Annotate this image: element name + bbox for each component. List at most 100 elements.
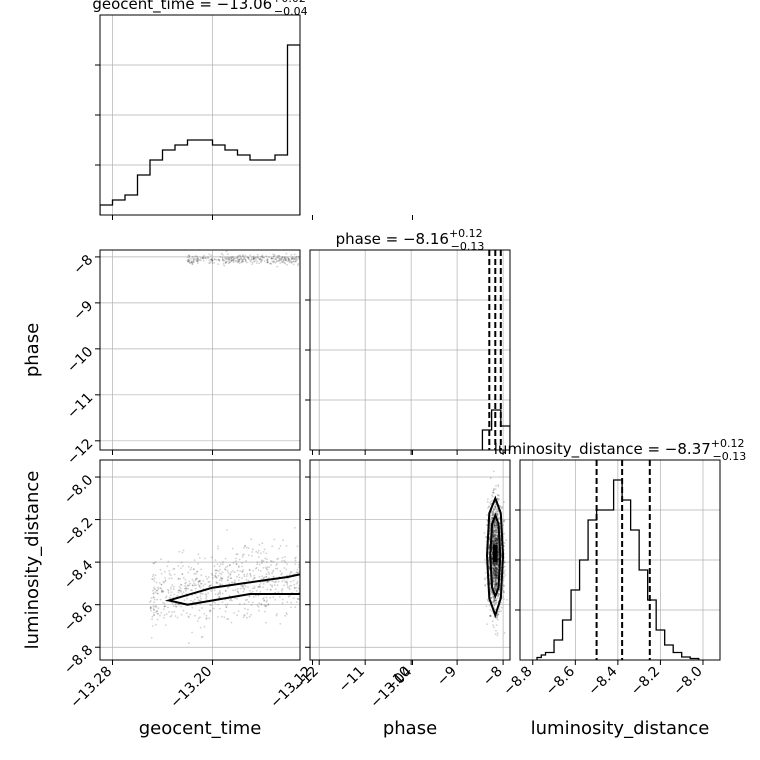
- panel-phase-vs-geocent-time-sample: [405, 263, 407, 265]
- panel-luminosity-distance-vs-geocent-time-sample: [402, 532, 404, 534]
- panel-luminosity-distance-vs-phase-sample: [496, 577, 499, 579]
- panel-luminosity-distance-vs-geocent-time-sample: [385, 538, 387, 540]
- panel-phase-vs-geocent-time-sample: [344, 259, 346, 261]
- panel-phase-vs-geocent-time-sample: [340, 258, 342, 260]
- panel-luminosity-distance-vs-geocent-time-sample: [377, 551, 379, 553]
- panel-luminosity-distance-vs-geocent-time-sample: [371, 491, 373, 493]
- panel-luminosity-distance-vs-geocent-time-sample: [401, 532, 403, 534]
- panel-luminosity-distance-vs-geocent-time-sample: [316, 571, 318, 573]
- panel-phase-vs-geocent-time-sample: [238, 258, 241, 261]
- panel-luminosity-distance-vs-geocent-time-sample: [402, 568, 404, 570]
- panel-luminosity-distance-vs-geocent-time-sample: [304, 557, 306, 559]
- panel-luminosity-distance-vs-geocent-time-sample: [361, 552, 363, 554]
- panel-phase-vs-geocent-time-sample: [369, 260, 371, 262]
- panel-phase-vs-geocent-time-sample: [369, 263, 371, 265]
- panel-phase-vs-geocent-time-sample: [232, 256, 234, 259]
- panel-phase-vs-geocent-time-sample: [409, 262, 411, 264]
- panel-phase-vs-geocent-time-sample: [391, 258, 393, 260]
- panel-phase-vs-geocent-time-sample: [257, 256, 259, 258]
- panel-luminosity-distance-vs-geocent-time-sample: [346, 599, 348, 601]
- panel-phase-vs-geocent-time-sample: [238, 258, 240, 261]
- panel-luminosity-distance-vs-geocent-time-sample: [286, 581, 288, 584]
- panel-luminosity-distance-vs-geocent-time-sample: [401, 491, 403, 493]
- panel-luminosity-distance-vs-geocent-time-sample: [348, 563, 350, 565]
- panel-luminosity-distance-vs-phase-sample: [495, 562, 498, 565]
- panel-luminosity-distance-vs-geocent-time-sample: [241, 556, 244, 558]
- panel-luminosity-distance-vs-phase-sample: [494, 540, 497, 543]
- panel-phase-vs-geocent-time-sample: [392, 260, 394, 262]
- panel-luminosity-distance-vs-geocent-time-sample: [275, 564, 278, 566]
- panel-luminosity-distance-vs-geocent-time-sample: [233, 571, 236, 574]
- panel-phase-vs-geocent-time-sample: [373, 259, 375, 261]
- panel-phase-vs-geocent-time-sample: [399, 261, 401, 263]
- panel-phase-vs-geocent-time-sample: [359, 262, 361, 264]
- panel-phase-vs-geocent-time-sample: [423, 253, 425, 255]
- panel-luminosity-distance-vs-geocent-time-sample: [386, 577, 388, 579]
- panel-phase-vs-geocent-time-sample: [375, 261, 377, 263]
- panel-luminosity-distance-vs-geocent-time-sample: [372, 566, 374, 568]
- panel-luminosity-distance-vs-phase-sample: [493, 529, 496, 532]
- panel-phase-vs-geocent-time-sample: [266, 261, 269, 264]
- panel-phase-vs-geocent-time-sample: [401, 258, 403, 260]
- panel-luminosity-distance-vs-geocent-time-sample: [396, 566, 398, 568]
- panel-luminosity-distance-vs-geocent-time-sample: [238, 603, 241, 606]
- panel-luminosity-distance-vs-geocent-time-sample: [266, 561, 268, 563]
- panel-luminosity-distance-vs-geocent-time-sample: [393, 547, 395, 549]
- panel-luminosity-distance-vs-geocent-time-sample: [227, 576, 229, 579]
- panel-luminosity-distance-vs-geocent-time-sample: [417, 526, 419, 528]
- panel-luminosity-distance-vs-geocent-time-sample: [387, 556, 389, 558]
- panel-luminosity-distance-vs-geocent-time-sample: [361, 570, 363, 572]
- panel-phase-vs-geocent-time-sample: [397, 256, 399, 258]
- panel-luminosity-distance-vs-phase-sample: [496, 543, 498, 545]
- panel-luminosity-distance-vs-geocent-time-sample: [171, 602, 174, 605]
- panel-luminosity-distance-vs-geocent-time-sample: [229, 564, 231, 566]
- panel-luminosity-distance-vs-geocent-time-sample: [401, 546, 403, 548]
- panel-luminosity-distance-vs-phase-sample: [492, 566, 494, 569]
- panel-phase-vs-geocent-time-sample: [398, 259, 400, 261]
- panel-luminosity-distance-vs-geocent-time-sample: [259, 585, 261, 588]
- panel-phase-vs-geocent-time-sample: [301, 261, 303, 263]
- panel-luminosity-distance-vs-geocent-time-sample: [341, 580, 343, 582]
- panel-phase-vs-geocent-time-sample: [394, 259, 396, 261]
- panel-luminosity-distance-vs-geocent-time-sample: [235, 563, 238, 565]
- panel-luminosity-distance-vs-geocent-time-sample: [412, 537, 414, 539]
- panel-luminosity-distance-vs-phase-sample: [491, 546, 494, 549]
- panel-phase-vs-geocent-time-sample: [417, 251, 419, 253]
- panel-phase-vs-geocent-time-sample: [346, 257, 348, 259]
- panel-luminosity-distance-vs-geocent-time-sample: [390, 545, 392, 547]
- panel-luminosity-distance-vs-geocent-time-sample: [415, 521, 417, 523]
- panel-luminosity-distance-vs-geocent-time-sample: [226, 569, 229, 572]
- panel-luminosity-distance-vs-phase-sample: [486, 524, 488, 527]
- panel-phase-vs-geocent-time-sample: [392, 257, 394, 259]
- panel-phase-vs-geocent-time-sample: [387, 260, 389, 262]
- panel-phase-vs-geocent-time-sample: [408, 258, 410, 260]
- panel-luminosity-distance-vs-phase-sample: [494, 576, 497, 579]
- panel-luminosity-distance-vs-geocent-time-sample: [395, 522, 397, 524]
- panel-luminosity-distance-vs-geocent-time-sample: [391, 571, 393, 573]
- panel-luminosity-distance-vs-geocent-time-sample: [402, 599, 404, 601]
- panel-luminosity-distance-vs-geocent-time-sample: [406, 550, 408, 552]
- panel-phase-vs-geocent-time-sample: [380, 259, 382, 261]
- panel-phase-vs-geocent-time-sample: [408, 261, 410, 263]
- panel-luminosity-distance-vs-geocent-time-sample: [234, 579, 236, 582]
- panel-luminosity-distance-vs-geocent-time-sample: [203, 612, 206, 615]
- panel-luminosity-distance-vs-geocent-time-sample: [406, 576, 408, 578]
- panel-phase-vs-geocent-time-sample: [379, 260, 381, 262]
- panel-luminosity-distance-vs-geocent-time-sample: [314, 574, 316, 576]
- panel-luminosity-distance-vs-phase-sample: [494, 528, 497, 531]
- panel-luminosity-distance-vs-geocent-time-sample: [355, 567, 357, 569]
- panel-phase-vs-geocent-time-sample: [413, 257, 415, 259]
- panel-phase-vs-geocent-time-sample: [405, 258, 407, 260]
- panel-luminosity-distance-vs-geocent-time-sample: [361, 553, 363, 555]
- panel-luminosity-distance-vs-geocent-time-sample: [394, 480, 396, 482]
- panel-luminosity-distance-vs-geocent-time-sample: [150, 597, 153, 599]
- panel-luminosity-distance-vs-geocent-time-sample: [241, 570, 244, 573]
- panel-luminosity-distance-vs-phase-sample: [494, 505, 497, 508]
- panel-luminosity-distance-vs-geocent-time-sample: [328, 588, 330, 590]
- panel-luminosity-distance-vs-geocent-time-sample: [265, 573, 268, 576]
- hist-luminosity-distance-bars: [536, 479, 700, 660]
- panel-luminosity-distance-vs-geocent-time-sample: [380, 545, 382, 547]
- panel-phase-vs-geocent-time-sample: [218, 259, 221, 262]
- panel-luminosity-distance-vs-phase-sample: [492, 561, 495, 564]
- panel-luminosity-distance-vs-geocent-time-sample: [376, 592, 378, 594]
